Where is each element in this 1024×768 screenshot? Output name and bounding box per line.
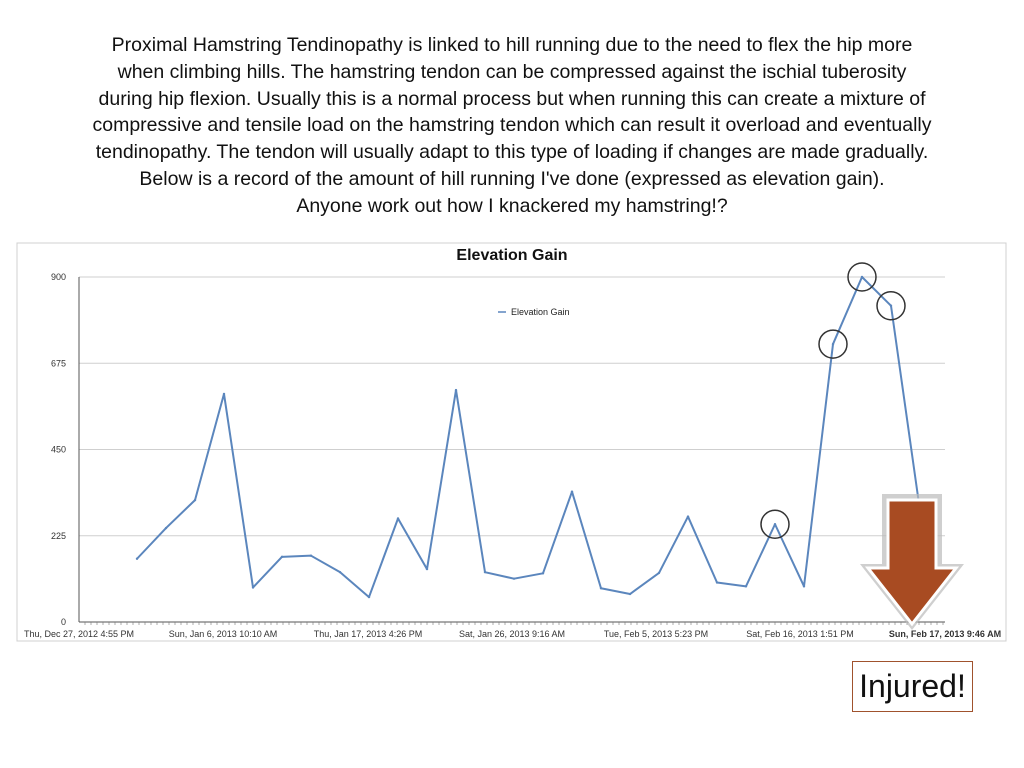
data-point [657,571,661,575]
data-point [599,587,603,590]
intro-line: when climbing hills. The hamstring tendo… [117,60,907,83]
y-tick-label: 0 [61,617,66,627]
data-point [831,342,835,346]
x-tick-label: Tue, Feb 5, 2013 5:23 PM [604,629,708,639]
y-tick-label: 675 [51,358,66,368]
data-point [454,388,458,392]
y-tick-label: 450 [51,445,66,455]
highlight-circle [876,291,906,321]
data-point [193,498,197,502]
grid-layer [79,276,945,537]
intro-line: Anyone work out how I knackered my hamst… [296,194,728,217]
data-point [338,570,342,574]
data-point [512,577,516,580]
injury-arrow [864,498,960,627]
highlight-circle [847,262,877,292]
x-tick-label: Thu, Dec 27, 2012 4:55 PM [24,629,134,639]
data-point [773,523,777,526]
chart-title: Elevation Gain [456,247,567,264]
data-point [715,581,719,584]
chart-frame [16,242,1007,642]
x-tick-label: Sun, Jan 6, 2013 10:10 AM [169,629,278,639]
x-tick-label: Sat, Feb 16, 2013 1:51 PM [746,629,854,639]
intro-line: tendinopathy. The tendon will usually ad… [95,141,929,164]
x-tick-label: Thu, Jan 17, 2013 4:26 PM [314,629,423,639]
axis-layer: 0 225 450 675 900 Thu, Dec 27, 2012 4:55 PM Su… [24,272,1001,639]
intro-text-block: Proximal Hamstring Tendinopathy is linke… [20,32,1004,220]
data-point [483,570,487,574]
data-point [425,567,429,571]
data-point [802,585,806,588]
data-point [135,557,139,560]
data-point [367,595,371,599]
intro-line: Proximal Hamstring Tendinopathy is linke… [111,34,913,56]
data-point [686,515,690,518]
chart-legend: Elevation Gain [498,307,570,317]
highlight-circle [818,329,848,359]
data-point [860,275,864,279]
legend-label: Elevation Gain [511,307,570,317]
data-point [164,526,168,530]
data-point [396,517,400,520]
highlight-layer [760,262,906,539]
intro-line: compressive and tensile load on the hams… [92,114,932,137]
data-point [309,554,313,557]
data-point [744,585,748,588]
x-tick-label: Sat, Jan 26, 2013 9:16 AM [459,629,565,639]
series-line [136,276,921,599]
data-point [280,555,284,559]
intro-line: Below is a record of the amount of hill … [139,167,885,190]
x-tick-label: Sun, Feb 17, 2013 9:46 AM [889,629,1001,639]
intro-line: during hip flexion. Usually this is a no… [98,87,926,110]
injury-arrow-icon [860,494,964,630]
data-point [222,392,226,396]
data-point [889,304,893,307]
data-point [251,586,255,589]
data-point [570,490,574,493]
highlight-circle [760,509,790,539]
y-tick-label: 900 [51,272,66,282]
data-point [628,592,632,596]
data-point [541,572,545,575]
injured-label: Injured! [852,661,973,712]
y-tick-label: 225 [51,531,66,541]
